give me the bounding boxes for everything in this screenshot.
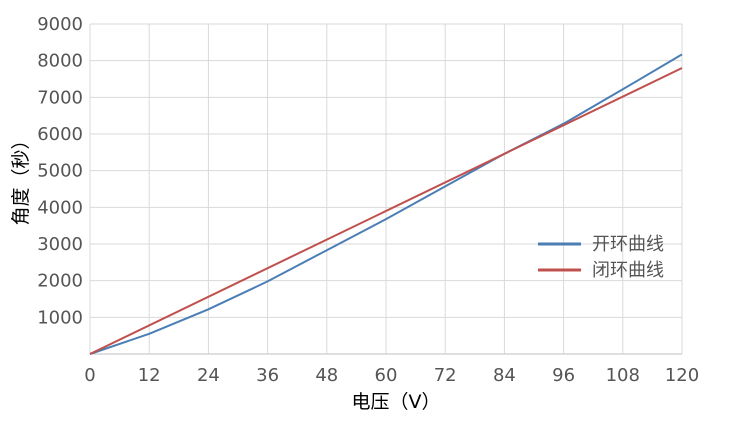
y-tick-label: 9000 bbox=[37, 14, 83, 35]
series-line-1 bbox=[89, 67, 683, 355]
series-line-0 bbox=[89, 53, 683, 355]
y-tick-label: 1000 bbox=[37, 307, 83, 328]
series-lines bbox=[89, 53, 683, 355]
x-tick-label: 0 bbox=[84, 365, 95, 386]
x-tick-label: 12 bbox=[138, 365, 161, 386]
legend-label-1: 闭环曲线 bbox=[592, 260, 664, 281]
y-tick-label: 6000 bbox=[37, 124, 83, 145]
y-tick-labels: 1000 2000 3000 4000 5000 6000 7000 8000 9000 bbox=[37, 14, 83, 328]
y-tick-label: 8000 bbox=[37, 51, 83, 72]
x-tick-label: 96 bbox=[552, 365, 575, 386]
y-tick-label: 5000 bbox=[37, 161, 83, 182]
x-tick-label: 24 bbox=[197, 365, 220, 386]
y-tick-label: 4000 bbox=[37, 197, 83, 218]
x-tick-label: 36 bbox=[256, 365, 279, 386]
x-tick-labels: 0 12 24 36 48 60 72 84 96 108 120 bbox=[84, 365, 699, 386]
x-axis-title: 电压（V） bbox=[352, 391, 441, 413]
x-tick-label: 108 bbox=[606, 365, 640, 386]
y-tick-label: 2000 bbox=[37, 271, 83, 292]
x-tick-label: 60 bbox=[375, 365, 398, 386]
x-tick-label: 72 bbox=[434, 365, 457, 386]
x-tick-label: 48 bbox=[315, 365, 338, 386]
x-tick-label: 120 bbox=[665, 365, 699, 386]
y-tick-label: 3000 bbox=[37, 234, 83, 255]
y-tick-label: 7000 bbox=[37, 87, 83, 108]
x-tick-label: 84 bbox=[493, 365, 516, 386]
gridlines bbox=[89, 23, 683, 355]
legend-label-0: 开环曲线 bbox=[592, 234, 664, 255]
y-axis-title: 角度（秒） bbox=[10, 130, 32, 225]
